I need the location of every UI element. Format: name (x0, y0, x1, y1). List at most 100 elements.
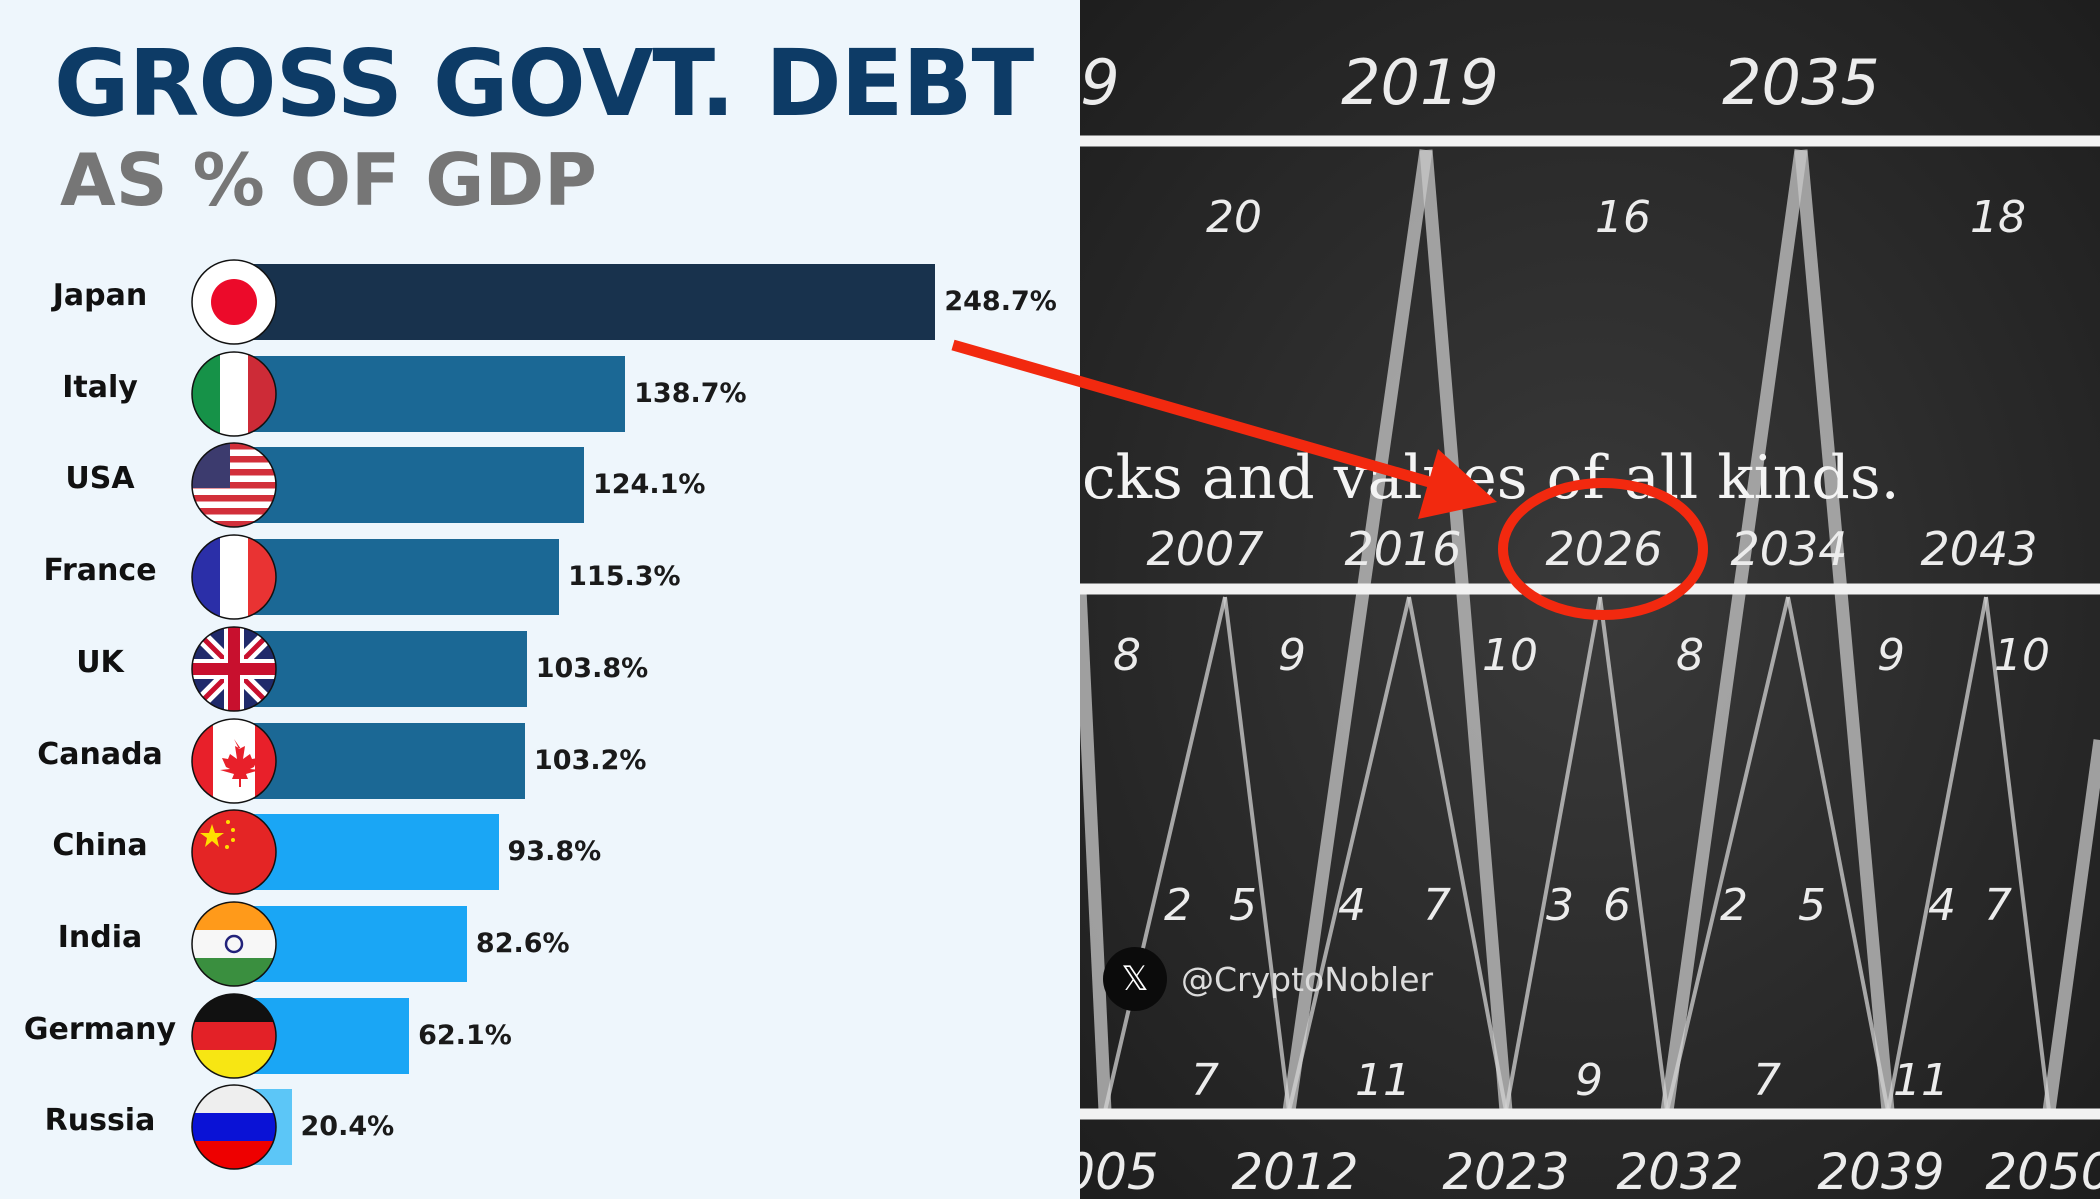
mid-year-label: 2016 (1344, 522, 1461, 576)
france-flag-icon (191, 534, 277, 624)
bar-uk (234, 630, 527, 707)
debt-chart-panel: GROSS GOVT. DEBT AS % OF GDP Japan 248.7%… (23, 30, 1057, 1174)
number-label: 11 (1355, 1055, 1411, 1106)
thin-diagonal-line (1223, 596, 1291, 1112)
number-label: 7 (1423, 880, 1451, 931)
japan-flag-icon (191, 259, 277, 349)
value-label: 62.1% (418, 1019, 512, 1051)
number-label: 18 (1970, 192, 2026, 243)
canada-flag-icon (191, 717, 277, 808)
number-label: 9 (1278, 630, 1306, 681)
value-label: 103.8% (535, 652, 649, 684)
india-flag-icon (191, 901, 277, 991)
uk-flag-icon (191, 626, 277, 716)
photo-lines (1080, 135, 2100, 1120)
number-label: 11 (1893, 1055, 1949, 1106)
number-label: 16 (1595, 192, 1651, 243)
country-label: Russia (44, 1103, 156, 1139)
china-flag-icon (191, 809, 277, 899)
bottom-year-label: 005 (1080, 1143, 1159, 1199)
thin-diagonal-line (1665, 596, 1790, 1112)
mid-year-label: 2026 (1545, 522, 1662, 576)
chart-title: GROSS GOVT. DEBT (54, 30, 1034, 137)
bottom-year-label: 2012 (1231, 1143, 1358, 1199)
thin-diagonal-line (1598, 596, 1669, 1112)
number-label: 7 (1191, 1055, 1219, 1106)
bar-france (234, 539, 560, 616)
watermark: 𝕏 @CryptoNobler (1103, 947, 1433, 1011)
bottom-year-label: 2023 (1442, 1143, 1569, 1199)
country-label: Germany (23, 1011, 177, 1047)
country-label: Italy (62, 369, 138, 405)
mid-year-label: 2043 (1920, 522, 2037, 576)
watermark-handle: @CryptoNobler (1181, 959, 1434, 999)
number-label: 4 (1338, 880, 1366, 931)
bottom-year-label: 2032 (1616, 1143, 1743, 1199)
number-label: 6 (1603, 880, 1631, 931)
thin-diagonal-line (1786, 596, 1890, 1112)
thin-diagonal-line (1287, 596, 1411, 1112)
bar-china (234, 814, 499, 891)
number-label: 3 (1546, 880, 1574, 931)
number-label: 5 (1229, 880, 1257, 931)
thin-diagonal-line (1103, 596, 1227, 1112)
germany-flag-icon (191, 992, 277, 1083)
thick-diagonal-line (1282, 149, 1433, 1112)
bar-italy (234, 355, 626, 432)
bar-canada (234, 722, 526, 799)
country-label: USA (65, 461, 135, 497)
value-label: 124.1% (592, 469, 706, 501)
x-logo-icon: 𝕏 (1103, 947, 1167, 1011)
number-label: 7 (1753, 1055, 1781, 1106)
number-label: 20 (1206, 192, 1262, 243)
number-label: 2 (1164, 880, 1192, 931)
country-label: UK (76, 644, 124, 680)
country-label: Canada (37, 736, 163, 772)
value-label: 20.4% (300, 1111, 395, 1143)
number-label: 2 (1720, 880, 1748, 931)
number-label: 9 (1877, 630, 1905, 681)
thick-diagonal-line (1660, 149, 1808, 1112)
number-label: 5 (1798, 880, 1826, 931)
value-label: 138.7% (634, 377, 747, 409)
country-label: Japan (52, 278, 148, 313)
country-label: India (57, 919, 143, 955)
russia-flag-icon (191, 1084, 277, 1174)
thin-diagonal-line (1504, 596, 1602, 1112)
number-label: 4 (1928, 880, 1956, 931)
bottom-year-label: 2050 (1985, 1143, 2100, 1199)
bar-usa (234, 447, 584, 524)
thin-diagonal-line (1886, 596, 1988, 1112)
number-label: 8 (1113, 630, 1141, 681)
number-label: 10 (1482, 630, 1538, 681)
top-year-label: 9 (1080, 46, 1119, 119)
country-label: France (43, 553, 157, 589)
bottom-year-label: 2039 (1817, 1143, 1944, 1199)
sentence-text: cks and values of all kinds. (1082, 443, 1900, 513)
number-label: 10 (1994, 630, 2050, 681)
value-label: 248.7% (944, 286, 1057, 317)
number-label: 8 (1676, 630, 1704, 681)
country-label: China (52, 828, 148, 864)
thick-diagonal-line (1794, 149, 1895, 1112)
bar-japan (234, 264, 936, 340)
chart-subtitle: AS % OF GDP (60, 138, 597, 222)
mid-year-label: 2034 (1730, 522, 1847, 576)
value-label: 115.3% (568, 561, 681, 593)
value-label: 103.2% (534, 744, 647, 776)
value-label: 93.8% (507, 836, 602, 868)
thick-diagonal-line (1419, 149, 1513, 1112)
top-year-label: 2035 (1722, 46, 1880, 119)
mid-year-label: 2007 (1146, 522, 1263, 576)
photo-background (1080, 0, 2100, 1199)
number-label: 9 (1575, 1055, 1603, 1106)
thin-diagonal-line (1407, 596, 1508, 1112)
thin-diagonal-line (1984, 596, 2051, 1112)
thick-diagonal-line (2042, 739, 2100, 1112)
thick-diagonal-line (1080, 589, 1112, 1112)
value-label: 82.6% (475, 927, 570, 959)
italy-flag-icon (191, 350, 277, 441)
number-label: 7 (1984, 880, 2012, 931)
usa-flag-icon (191, 442, 277, 532)
